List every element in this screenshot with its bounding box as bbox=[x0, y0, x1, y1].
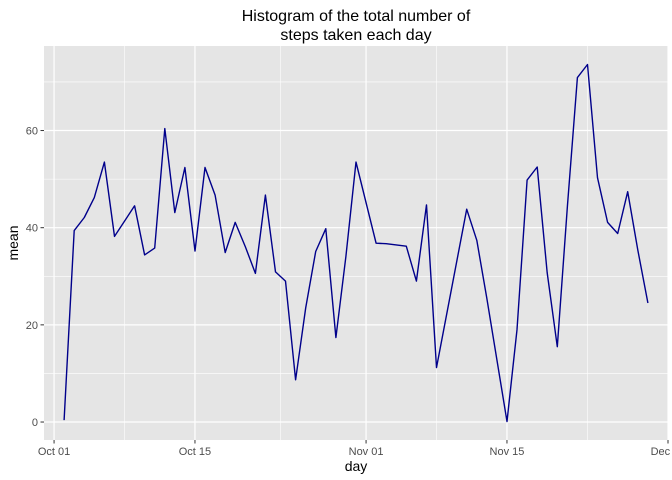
series-line bbox=[63, 63, 649, 423]
x-tick-label: Oct 15 bbox=[179, 446, 211, 458]
chart-title-line: Histogram of the total number of bbox=[242, 8, 471, 25]
y-tick-label: 0 bbox=[32, 417, 38, 429]
chart-title-line: steps taken each day bbox=[280, 27, 431, 44]
x-tick-label: Nov 15 bbox=[490, 446, 525, 458]
y-tick-label: 60 bbox=[26, 126, 38, 138]
x-axis-tick-labels: Oct 01 Oct 15 Nov 01 Nov 15 Dec 01 bbox=[38, 446, 672, 458]
x-axis-title: day bbox=[345, 458, 368, 474]
chart-title: Histogram of the total number of steps ta… bbox=[242, 8, 471, 44]
axis-ticks bbox=[40, 130, 669, 444]
x-tick-label: Nov 01 bbox=[349, 446, 384, 458]
x-tick-label: Dec 01 bbox=[651, 446, 672, 458]
plot-panel bbox=[44, 46, 668, 440]
y-axis-tick-labels: 0 20 40 60 bbox=[26, 126, 38, 429]
y-tick-label: 40 bbox=[26, 223, 38, 235]
y-axis-title: mean bbox=[5, 225, 21, 260]
y-tick-label: 20 bbox=[26, 320, 38, 332]
x-tick-label: Oct 01 bbox=[38, 446, 70, 458]
minor-gridlines bbox=[44, 46, 668, 440]
major-gridlines bbox=[44, 46, 669, 440]
